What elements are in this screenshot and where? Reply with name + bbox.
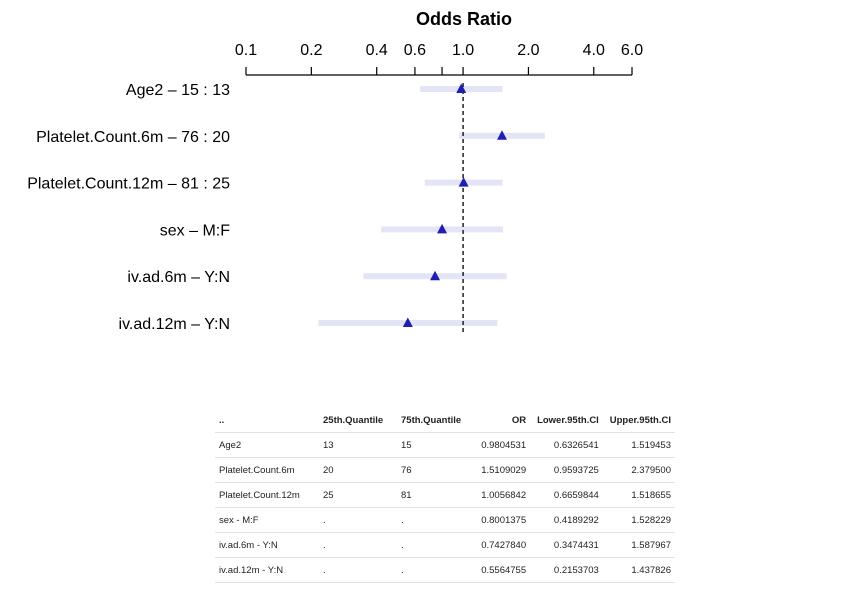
cell-upper-ci: 1.437826 <box>602 557 675 583</box>
summary-table: .. 25th.Quantile 75th.Quantile OR Lower.… <box>215 408 675 583</box>
cell-lower-ci: 0.3474431 <box>530 532 603 558</box>
x-tick-label: 0.1 <box>235 42 257 59</box>
cell-rowname: Age2 <box>215 432 319 458</box>
row-label: iv.ad.6m – Y:N <box>127 269 230 286</box>
row-label: iv.ad.12m – Y:N <box>119 316 230 333</box>
cell-lower-ci: 0.6326541 <box>530 432 603 458</box>
cell-upper-ci: 1.528229 <box>602 507 675 533</box>
cell-q75: . <box>397 532 475 558</box>
cell-or: 0.7427840 <box>475 532 531 558</box>
row-label: sex – M:F <box>160 222 230 239</box>
cell-upper-ci: 1.519453 <box>602 432 675 458</box>
x-tick-label: 6.0 <box>621 42 643 59</box>
cell-upper-ci: 1.587967 <box>602 532 675 558</box>
or-point-marker <box>456 83 467 93</box>
or-point-marker <box>430 270 441 281</box>
cell-upper-ci: 1.518655 <box>602 482 675 508</box>
cell-or: 1.0056842 <box>475 482 531 508</box>
table-row: sex - M:F . . 0.8001375 0.4189292 1.5282… <box>215 507 675 533</box>
cell-q75: 81 <box>397 482 475 508</box>
header-or: OR <box>475 408 531 433</box>
row-label: Age2 – 15 : 13 <box>126 82 230 99</box>
cell-rowname: Platelet.Count.6m <box>215 457 319 483</box>
table-row: Platelet.Count.6m 20 76 1.5109029 0.9593… <box>215 457 675 483</box>
cell-rowname: iv.ad.6m - Y:N <box>215 532 319 558</box>
or-point-marker <box>458 177 469 187</box>
x-tick-label: 0.2 <box>300 42 322 59</box>
cell-q25: 13 <box>319 432 397 458</box>
x-axis: 0.1 0.2 0.4 0.6 1.0 2.0 4.0 6.0 <box>235 42 643 76</box>
header-q25: 25th.Quantile <box>319 408 397 433</box>
cell-q25: . <box>319 557 397 583</box>
cell-rowname: sex - M:F <box>215 507 319 533</box>
cell-lower-ci: 0.4189292 <box>530 507 603 533</box>
cell-q75: . <box>397 557 475 583</box>
cell-q75: 15 <box>397 432 475 458</box>
plot-rows: Age2 – 15 : 13 Platelet.Count.6m – 76 : 2… <box>27 82 545 333</box>
row-label: Platelet.Count.6m – 76 : 20 <box>36 129 230 146</box>
chart-title: Odds Ratio <box>416 9 512 29</box>
cell-rowname: Platelet.Count.12m <box>215 482 319 508</box>
table-row: Platelet.Count.12m 25 81 1.0056842 0.665… <box>215 482 675 508</box>
x-tick-label: 0.4 <box>366 42 388 59</box>
cell-lower-ci: 0.9593725 <box>530 457 603 483</box>
forest-plot: Odds Ratio 0.1 0.2 0.4 0.6 1.0 2.0 4.0 6.0 Age2… <box>27 9 643 333</box>
table-row: iv.ad.12m - Y:N . . 0.5564755 0.2153703 … <box>215 557 675 583</box>
x-tick-label: 1.0 <box>452 42 474 59</box>
or-point-marker <box>402 317 413 327</box>
cell-q75: 76 <box>397 457 475 483</box>
cell-q75: . <box>397 507 475 533</box>
cell-rowname: iv.ad.12m - Y:N <box>215 557 319 583</box>
table-header-row: .. 25th.Quantile 75th.Quantile OR Lower.… <box>215 408 675 433</box>
or-point-marker <box>496 130 507 140</box>
cell-q25: 25 <box>319 482 397 508</box>
table-row: iv.ad.6m - Y:N . . 0.7427840 0.3474431 1… <box>215 532 675 558</box>
x-tick-label: 4.0 <box>583 42 605 59</box>
row-label: Platelet.Count.12m – 81 : 25 <box>27 176 230 193</box>
x-tick-label: 0.6 <box>404 42 426 59</box>
header-q75: 75th.Quantile <box>397 408 475 433</box>
cell-q25: . <box>319 507 397 533</box>
cell-or: 0.9804531 <box>475 432 531 458</box>
cell-or: 0.8001375 <box>475 507 531 533</box>
cell-upper-ci: 2.379500 <box>602 457 675 483</box>
cell-or: 1.5109029 <box>475 457 531 483</box>
cell-q25: . <box>319 532 397 558</box>
table-row: Age2 13 15 0.9804531 0.6326541 1.519453 <box>215 432 675 458</box>
header-lower-ci: Lower.95th.CI <box>530 408 603 433</box>
or-point-marker <box>437 223 448 234</box>
cell-lower-ci: 0.2153703 <box>530 557 603 583</box>
header-upper-ci: Upper.95th.CI <box>602 408 675 433</box>
cell-or: 0.5564755 <box>475 557 531 583</box>
header-rowname: .. <box>215 408 319 433</box>
x-tick-label: 2.0 <box>517 42 539 59</box>
summary-table-container: .. 25th.Quantile 75th.Quantile OR Lower.… <box>215 408 675 583</box>
cell-lower-ci: 0.6659844 <box>530 482 603 508</box>
cell-q25: 20 <box>319 457 397 483</box>
